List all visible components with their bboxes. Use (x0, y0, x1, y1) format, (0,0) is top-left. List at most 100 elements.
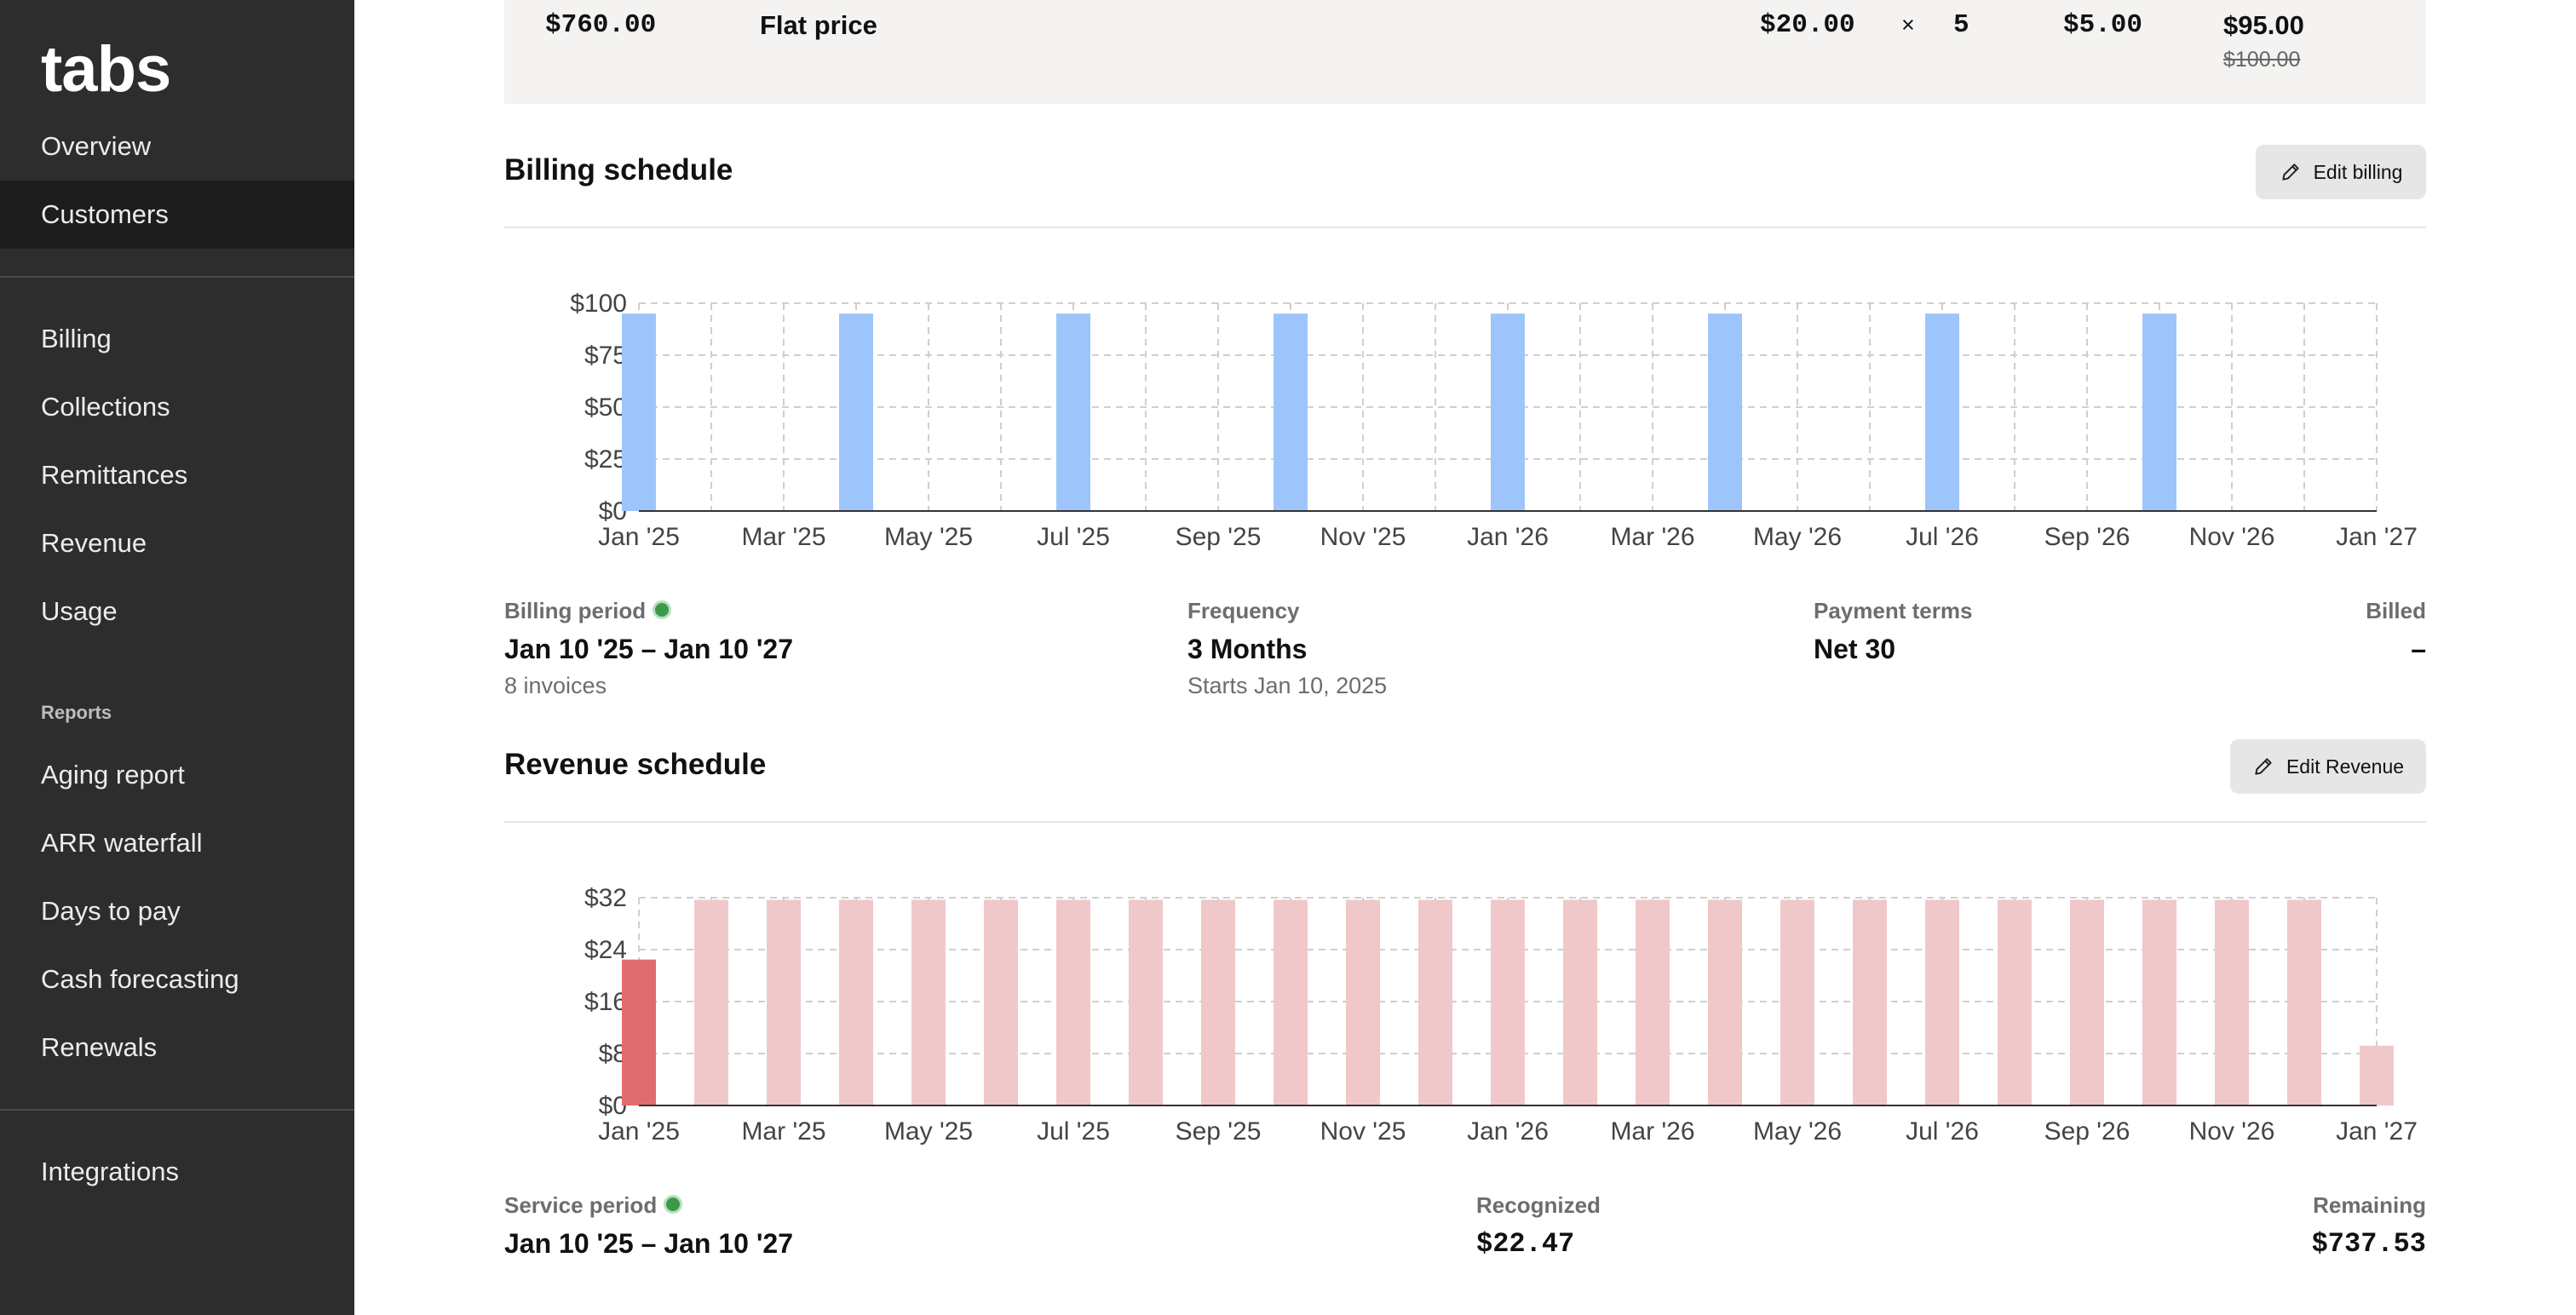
chart-bar (1056, 313, 1090, 511)
nav-usage[interactable]: Usage (41, 596, 118, 626)
chart-bar (1201, 899, 1235, 1105)
frequency-label: Frequency (1187, 598, 1300, 623)
x-tick-label: Jan '26 (1467, 523, 1549, 551)
y-tick-label: $50 (584, 393, 627, 422)
line-total: $760.00 (545, 10, 657, 40)
billed-value: – (2411, 634, 2426, 664)
chart-bar (839, 899, 873, 1105)
status-dot-icon (653, 600, 672, 620)
x-tick-label: Jul '25 (1037, 1117, 1110, 1146)
net-price: $95.00 (2223, 10, 2304, 40)
x-tick-label: Nov '25 (1320, 523, 1406, 551)
y-tick-label: $32 (584, 884, 627, 912)
x-tick-label: Mar '25 (741, 1117, 825, 1146)
x-tick-label: Sep '26 (2044, 523, 2130, 551)
x-tick-label: Mar '26 (1610, 523, 1694, 551)
x-tick-label: Nov '26 (2189, 1117, 2275, 1146)
chart-bar (1853, 899, 1887, 1105)
x-tick-label: Jan '26 (1467, 1117, 1549, 1146)
x-tick-label: Mar '25 (741, 523, 825, 551)
edit-billing-label: Edit billing (2313, 160, 2403, 183)
chart-bar (1056, 899, 1090, 1105)
status-dot-icon (664, 1195, 683, 1215)
nav-customers[interactable]: Customers (0, 181, 354, 249)
x-tick-label: Sep '25 (1176, 523, 1262, 551)
y-tick-label: $25 (584, 445, 627, 474)
chart-bar (1129, 899, 1163, 1105)
y-tick-label: $16 (584, 988, 627, 1016)
service-period-label: Service period (504, 1192, 683, 1219)
chart-bar (1636, 899, 1670, 1105)
nav-aging-report[interactable]: Aging report (41, 760, 185, 790)
chart-bar (1708, 899, 1742, 1105)
main-content: $760.00 Flat price $20.00 × 5 $5.00 $95.… (504, 0, 2426, 1315)
original-price: $100.00 (2223, 48, 2301, 72)
chart-bar (1925, 313, 1959, 511)
chart-bar (911, 899, 946, 1105)
chart-bar (622, 959, 656, 1105)
billing-schedule-title: Billing schedule (504, 153, 733, 187)
x-tick-label: Nov '26 (2189, 523, 2275, 551)
sidebar-divider (0, 276, 354, 278)
nav-days-to-pay[interactable]: Days to pay (41, 896, 181, 926)
payment-terms-value: Net 30 (1814, 634, 1896, 664)
discount: $5.00 (2063, 10, 2143, 40)
x-tick-label: Nov '25 (1320, 1117, 1406, 1146)
x-tick-label: Jul '25 (1037, 523, 1110, 551)
chart-bar (1563, 899, 1597, 1105)
nav-billing[interactable]: Billing (41, 324, 112, 353)
pencil-icon (2281, 164, 2299, 181)
revenue-schedule-title: Revenue schedule (504, 748, 767, 781)
chart-bar (984, 899, 1018, 1105)
y-tick-label: $100 (570, 290, 627, 318)
chart-bar (767, 899, 801, 1105)
x-tick-label: Mar '26 (1610, 1117, 1694, 1146)
multiply-icon: × (1901, 12, 1915, 37)
x-tick-label: Sep '25 (1176, 1117, 1262, 1146)
x-tick-label: Jan '25 (598, 1117, 680, 1146)
x-tick-label: Jan '27 (2336, 523, 2418, 551)
nav-integrations[interactable]: Integrations (41, 1157, 179, 1186)
x-tick-label: May '25 (884, 523, 973, 551)
unit-price: $20.00 (1760, 10, 1855, 40)
chart-bar (1925, 899, 1959, 1105)
nav-remittances[interactable]: Remittances (41, 460, 188, 490)
pencil-icon (2255, 758, 2272, 775)
recognized-value: $22.47 (1476, 1228, 1575, 1260)
chart-bar (2142, 899, 2176, 1105)
chart-bar (622, 313, 656, 511)
nav-cash-forecasting[interactable]: Cash forecasting (41, 964, 239, 994)
x-tick-label: Jul '26 (1906, 1117, 1979, 1146)
nav-revenue[interactable]: Revenue (41, 528, 147, 558)
nav-collections[interactable]: Collections (41, 392, 170, 422)
chart-bar (2287, 899, 2321, 1105)
chart-bar (1418, 899, 1452, 1105)
chart-bar (1491, 899, 1525, 1105)
sidebar-divider (0, 1109, 354, 1111)
nav-renewals[interactable]: Renewals (41, 1032, 158, 1062)
pricing-type: Flat price (760, 10, 877, 40)
nav-arr-waterfall[interactable]: ARR waterfall (41, 828, 203, 858)
remaining-label: Remaining (2313, 1192, 2426, 1218)
x-tick-label: Jan '25 (598, 523, 680, 551)
chart-bar (1998, 899, 2032, 1105)
edit-billing-button[interactable]: Edit billing (2256, 145, 2426, 199)
edit-revenue-button[interactable]: Edit Revenue (2230, 739, 2426, 794)
billing-period-label: Billing period (504, 598, 672, 624)
chart-bar (2142, 313, 2176, 511)
nav-overview[interactable]: Overview (41, 131, 152, 161)
frequency-value: 3 Months (1187, 634, 1308, 664)
divider (504, 227, 2426, 228)
billed-label: Billed (2366, 598, 2426, 623)
y-tick-label: $75 (584, 342, 627, 370)
chart-bar (1491, 313, 1525, 511)
y-tick-label: $24 (584, 936, 627, 964)
chart-bar (1274, 313, 1308, 511)
remaining-value: $737.53 (2311, 1228, 2426, 1260)
chart-bar (1274, 899, 1308, 1105)
app-logo[interactable]: tabs (41, 33, 171, 106)
chart-bar (2070, 899, 2104, 1105)
quantity: 5 (1953, 10, 1969, 40)
